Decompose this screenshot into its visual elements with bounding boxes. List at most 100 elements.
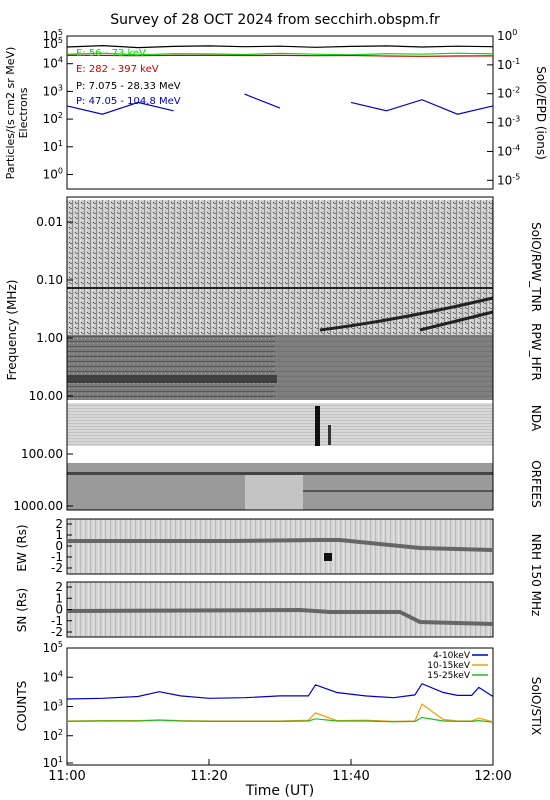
stix-y-tick-label: 104 <box>43 669 63 684</box>
tnr-band <box>67 200 493 335</box>
x-tick-label: 12:00 <box>474 769 511 784</box>
epd-y-tick-label: 104 <box>43 56 63 71</box>
epd-y-tick-label: 103 <box>43 83 63 98</box>
spectrum-y-tick-label: 100.00 <box>21 447 63 461</box>
epd-y-tick-label: 102 <box>43 111 63 126</box>
epd-y2-axis: 100 10-1 10-2 10-3 10-4 10-5 <box>487 28 520 187</box>
stix-legend-label: 4-10keV <box>433 651 471 661</box>
stix-right-label: SolO/STIX <box>529 677 543 736</box>
nrh-y-tick-label: -1 <box>51 614 63 628</box>
spectrum-y-tick-label: 0.10 <box>36 273 63 287</box>
x-tick-label: 11:00 <box>48 769 85 784</box>
epd-frame <box>66 35 494 190</box>
epd-legend-entry: E: 56 - 73 keV <box>76 48 146 59</box>
stix-frame <box>66 647 494 766</box>
epd-ylabel2: Electrons <box>17 87 30 138</box>
epd-y-tick-label: 100 <box>43 167 63 182</box>
stix-legend-label: 10-15keV <box>427 661 471 671</box>
epd-series-line <box>66 44 494 49</box>
x-axis-label: Time (UT) <box>245 783 314 799</box>
epd-series <box>66 44 494 115</box>
band-label-hfr: RPW_HFR <box>529 323 543 381</box>
stix-series-line <box>66 716 494 723</box>
epd-y-tick-label: 105 <box>43 36 63 51</box>
tnr-type3-drift <box>319 296 494 332</box>
nrh-sn-panel: 210-1-2 SN (Rs) <box>15 580 494 639</box>
nrh-y-tick-label: -1 <box>51 550 63 564</box>
orfees-lighter <box>245 475 303 510</box>
nrh-y-tick-label: 2 <box>55 580 63 594</box>
epd-legend-entry: P: 7.075 - 28.33 MeV <box>76 81 181 92</box>
spectrum-y-axis: 0.01 0.10 1.00 10.00 100.00 1000.00 <box>13 215 73 513</box>
stix-series <box>66 682 494 723</box>
band-label-nda: NDA <box>529 405 543 432</box>
x-axis: 11:00 11:20 11:40 12:00 <box>48 759 512 784</box>
stix-ylabel: COUNTS <box>15 681 29 732</box>
spectrum-y-tick-label: 1.00 <box>36 331 63 345</box>
epd-right-label: SolO/EPD (ions) <box>534 66 548 160</box>
nda-burst <box>315 406 320 446</box>
stix-y-axis: 101 102 103 104 105 <box>43 640 73 770</box>
orfees-stripe2 <box>303 490 493 492</box>
nrh-sn-y-axis: 210-1-2 <box>51 580 72 639</box>
stix-y-tick-label: 103 <box>43 699 63 714</box>
nrh-sn-ylabel: SN (Rs) <box>15 588 29 632</box>
nrh-y-tick-label: 0 <box>55 603 63 617</box>
epd-series-line <box>67 54 494 57</box>
epd-y2-tick-label: 10-2 <box>497 86 520 101</box>
stix-y-tick-label: 105 <box>43 640 63 655</box>
spectrum-y-tick-label: 10.00 <box>29 389 63 403</box>
band-label-tnr: SolO/RPW_TNR <box>529 222 543 312</box>
epd-legend-entry: E: 282 - 397 keV <box>76 64 159 75</box>
nrh-right-label: NRH 150 MHz <box>529 534 543 617</box>
nrh-y-tick-label: 1 <box>55 591 63 605</box>
stix-y-tick-label: 102 <box>43 728 63 743</box>
epd-y-tick-label: 105 <box>43 28 63 43</box>
nrh-y-tick-label: 2 <box>55 517 63 531</box>
nrh-ew-ylabel: EW (Rs) <box>15 524 29 571</box>
figure-title: Survey of 28 OCT 2024 from secchirh.obsp… <box>110 12 440 28</box>
tnr-line <box>67 287 493 289</box>
stix-series-line <box>66 682 494 700</box>
nda-burst2 <box>328 425 331 445</box>
epd-y2-tick-label: 10-5 <box>497 172 520 187</box>
epd-ylabel: Particles/(s cm2 sr MeV) <box>4 47 17 180</box>
nrh-ew-panel: 210-1-2 EW (Rs) NRH 150 MHz <box>15 517 543 616</box>
nrh-sn-sun-track <box>66 607 494 626</box>
nrh-ew-sun-track <box>67 538 494 552</box>
epd-series-line <box>66 52 494 56</box>
nrh-ew-burst <box>324 553 332 561</box>
gap-band <box>67 446 493 463</box>
nrh-y-tick-label: -2 <box>51 561 63 575</box>
epd-y-tick-label: 101 <box>43 139 63 154</box>
nrh-y-tick-label: 0 <box>55 539 63 553</box>
x-tick-label: 11:40 <box>332 769 369 784</box>
epd-y2-tick-label: 10-3 <box>497 115 520 130</box>
nda-band <box>67 403 493 446</box>
spectrum-frame <box>66 196 494 511</box>
spectrum-y-tick-label: 0.01 <box>36 215 63 229</box>
spectrum-ylabel: Frequency (MHz) <box>5 280 19 381</box>
epd-y2-tick-label: 10-1 <box>497 57 520 72</box>
x-tick-label: 11:20 <box>190 769 227 784</box>
nrh-y-tick-label: -2 <box>51 625 63 639</box>
band-label-orfees: ORFEES <box>529 460 543 507</box>
epd-legend-entry: P: 47.05 - 104.8 MeV <box>76 96 181 107</box>
nrh-y-tick-label: 1 <box>55 528 63 542</box>
orfees-stripe <box>67 472 493 475</box>
hfr-dark-strip <box>67 375 277 383</box>
spectrum-y-tick-label: 1000.00 <box>13 499 63 513</box>
spectrum-panel: 0.01 0.10 1.00 10.00 100.00 1000.00 Frequency… <box>5 196 543 513</box>
epd-y2-tick-label: 100 <box>497 28 517 43</box>
tnr-type3-drift2 <box>419 310 494 332</box>
epd-series-line <box>66 93 494 115</box>
epd-y2-tick-label: 10-4 <box>497 143 520 158</box>
stix-legend-label: 15-25keV <box>427 671 471 681</box>
hfr-band-right <box>275 335 493 400</box>
stix-y-tick-label: 101 <box>43 755 63 770</box>
